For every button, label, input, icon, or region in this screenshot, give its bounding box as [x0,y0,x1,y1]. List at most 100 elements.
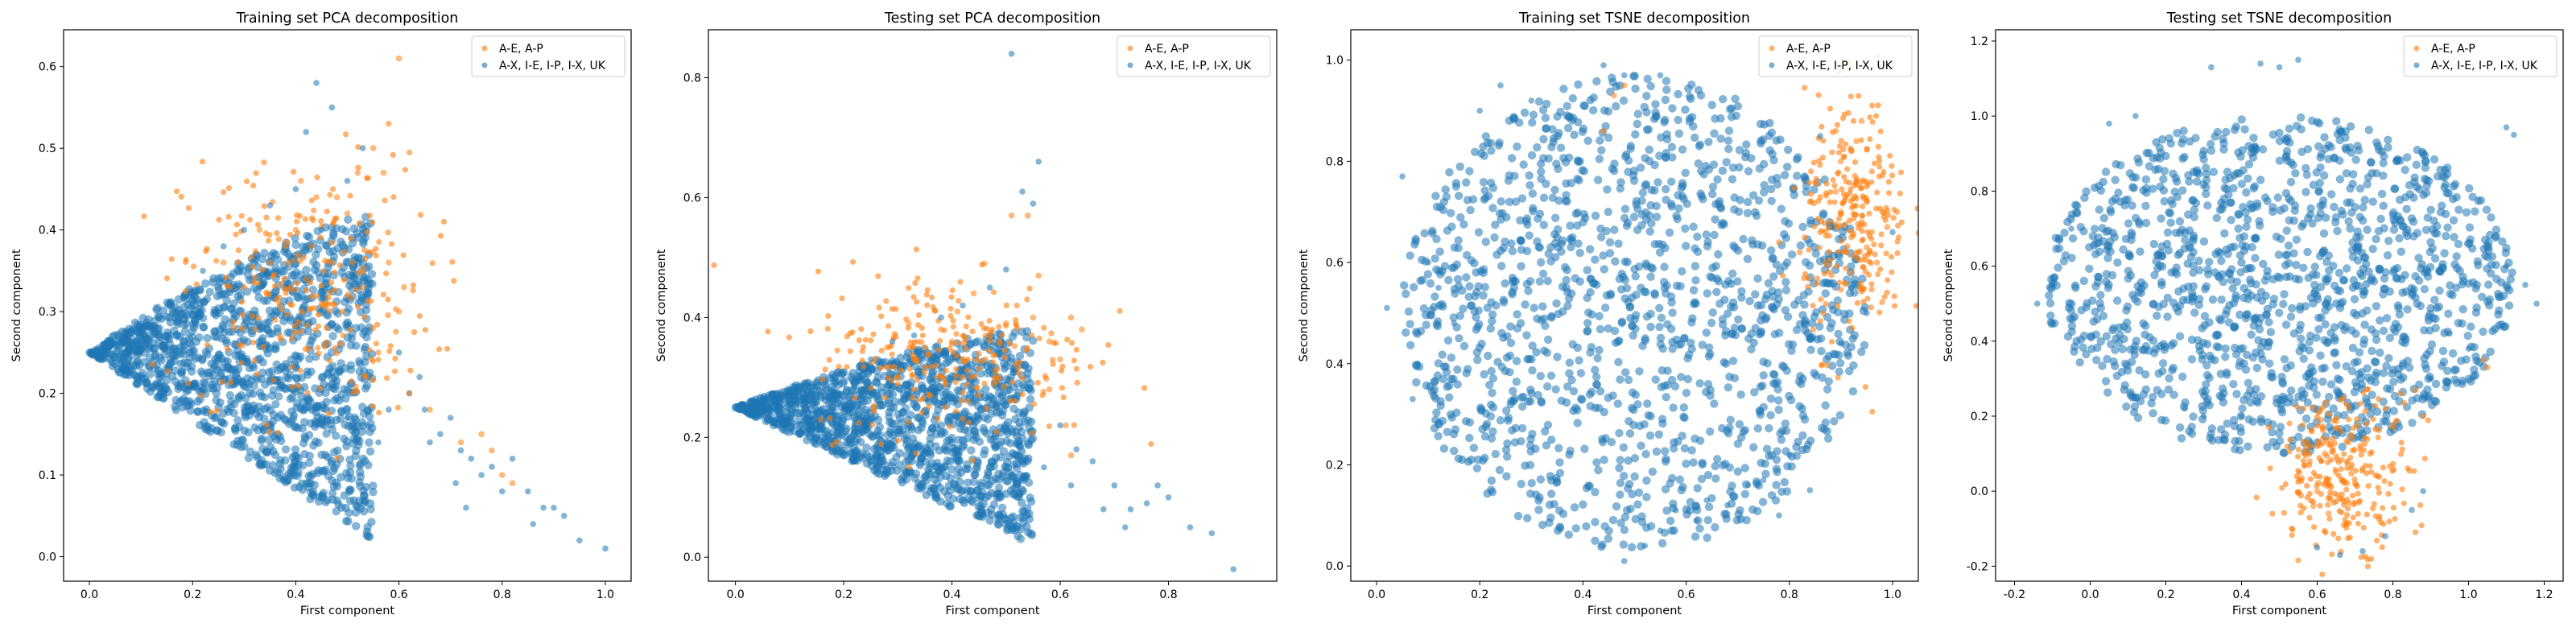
cloud-point [266,466,275,475]
cloud-point [1537,167,1546,176]
cloud-point [286,328,295,337]
cloud-point [786,334,792,341]
data-point [1035,272,1042,279]
cloud-point [1747,329,1757,338]
cloud-point [1501,366,1510,376]
cloud-point [100,345,109,354]
cloud-point [960,358,968,365]
cloud-point [1476,149,1486,158]
cloud-point [1674,89,1682,99]
cloud-point [1548,193,1558,202]
cloud-point [854,407,863,416]
cloud-point [1542,349,1552,357]
cloud-point [960,332,967,339]
cloud-point [1878,242,1885,249]
y-tick-label: 0.0 [39,551,56,564]
cloud-point [873,374,882,382]
cloud-point [861,363,867,370]
data-point [333,194,341,200]
cloud-point [952,379,959,386]
cloud-point [1668,153,1677,162]
cloud-point [1678,266,1686,276]
cloud-point [211,327,220,336]
cloud-point [1565,450,1574,459]
cloud-point [184,401,194,410]
cloud-point [238,360,245,366]
cloud-point [213,258,220,264]
cloud-point [221,290,230,299]
cloud-point [1472,464,1482,473]
cloud-point [334,455,341,461]
cloud-point [343,386,353,394]
cloud-point [952,395,961,404]
cloud-point [1767,303,1777,312]
cloud-point [178,193,184,200]
cloud-point [134,348,143,357]
cloud-point [322,429,331,438]
cloud-point [357,427,367,436]
cloud-point [1651,100,1660,109]
legend-marker [1127,45,1133,52]
cloud-point [1435,247,1444,256]
cloud-point [1513,511,1523,521]
cloud-point [237,443,246,452]
cloud-point [1452,260,1462,269]
cloud-point [1456,213,1465,222]
cloud-point [1614,239,1623,248]
cloud-point [1662,134,1672,144]
cloud-point [1758,382,1767,390]
cloud-point [263,214,270,221]
data-point [220,259,227,266]
cloud-point [1876,309,1883,316]
cloud-point [294,212,300,218]
cloud-point [1757,241,1767,250]
cloud-point [1632,291,1641,299]
axes-frame [63,29,632,582]
cloud-point [1473,455,1483,464]
cloud-point [1556,143,1566,152]
cloud-point [931,308,938,314]
cloud-point [1785,340,1794,349]
cloud-point [1506,322,1515,331]
cloud-point [1682,388,1691,398]
cloud-point [1050,357,1056,363]
cloud-point [225,327,233,336]
cloud-point [943,367,949,374]
cloud-point [318,415,327,424]
cloud-point [909,394,915,401]
cloud-point [1750,388,1759,397]
cloud-point [1574,80,1583,89]
cloud-point [383,270,390,277]
data-point [1019,188,1026,195]
cloud-point [1024,296,1030,303]
cloud-point [1689,222,1698,231]
cloud-point [909,371,915,378]
cloud-point [188,298,196,308]
cloud-point [935,347,942,353]
cloud-point [1591,255,1600,264]
cloud-point [1517,480,1525,489]
cloud-point [1406,341,1415,349]
cloud-point [873,465,881,474]
cloud-point [1604,133,1613,142]
cloud-point [328,239,335,246]
cloud-point [256,407,265,417]
cloud-point [317,373,326,382]
data-point [395,308,402,315]
cloud-point [132,379,141,388]
cloud-point [1616,478,1625,488]
cloud-point [1497,262,1506,270]
cloud-point [1563,266,1571,275]
cloud-point [1495,465,1505,475]
cloud-point [188,348,196,357]
cloud-point [1689,286,1699,295]
cloud-point [1534,97,1544,106]
cloud-point [347,326,353,333]
data-point [530,521,536,527]
cloud-point [362,527,372,536]
data-point [457,439,464,446]
cloud-point [1426,279,1435,288]
cloud-point [1503,439,1512,448]
cloud-point [302,479,312,488]
cloud-point [175,349,185,358]
